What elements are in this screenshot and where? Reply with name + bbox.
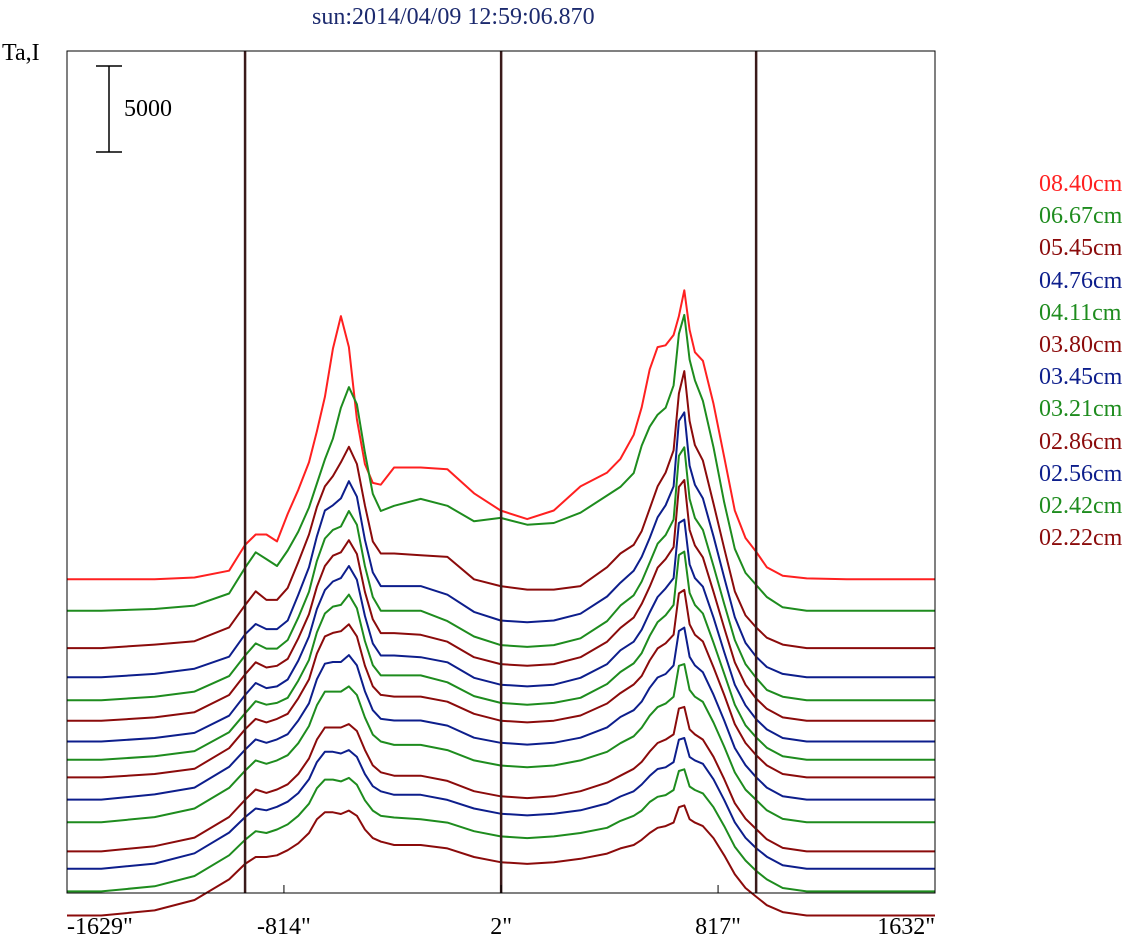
legend-item: 02.22cm bbox=[1039, 525, 1123, 552]
legend: 08.40cm 06.67cm 05.45cm 04.76cm 04.11cm 03.80… bbox=[1039, 168, 1122, 554]
chart-title: sun:2014/04/09 12:59:06.870 bbox=[312, 4, 595, 30]
legend-item: 04.11cm bbox=[1039, 299, 1122, 326]
profile-trace-06.67cm bbox=[67, 313, 935, 612]
x-tick-label: 1632" bbox=[877, 914, 935, 940]
profile-trace-03.21cm bbox=[67, 550, 935, 761]
x-tick-label: 2" bbox=[490, 914, 512, 940]
reference-lines bbox=[243, 51, 758, 893]
profile-trace-08.40cm bbox=[67, 289, 935, 581]
profile-trace-03.80cm bbox=[67, 479, 935, 722]
profile-trace-02.22cm bbox=[67, 705, 935, 853]
profile-traces bbox=[67, 289, 935, 917]
profile-trace-03.45cm bbox=[67, 518, 935, 743]
legend-item: 06.67cm bbox=[1039, 203, 1123, 230]
legend-item: 02.86cm bbox=[1039, 428, 1123, 455]
profile-trace-02.86cm bbox=[67, 588, 935, 779]
scale-bar: 5000 bbox=[96, 65, 172, 153]
legend-item: 02.56cm bbox=[1039, 460, 1123, 487]
y-axis-label: Ta,I bbox=[2, 40, 40, 66]
profile-trace-05.45cm bbox=[67, 370, 935, 650]
profile-trace-02.56cm bbox=[67, 626, 935, 801]
profile-trace-04.76cm bbox=[67, 411, 935, 679]
profile-trace-02.42cm bbox=[67, 663, 935, 824]
x-axis-ticks: -1629" -814" 2" 817" 1632" bbox=[66, 885, 936, 940]
x-tick-label: -814" bbox=[257, 914, 311, 940]
profile-trace-series-13 bbox=[67, 737, 935, 870]
profile-trace-04.11cm bbox=[67, 446, 935, 702]
legend-item: 08.40cm bbox=[1039, 171, 1123, 197]
legend-item: 03.45cm bbox=[1039, 364, 1123, 391]
legend-item: 04.76cm bbox=[1039, 267, 1123, 294]
x-tick-label: -1629" bbox=[67, 914, 133, 940]
scale-bar-label: 5000 bbox=[124, 96, 172, 122]
profile-trace-series-15 bbox=[67, 804, 935, 917]
legend-item: 03.21cm bbox=[1039, 396, 1123, 423]
x-tick-label: 817" bbox=[695, 914, 741, 940]
profile-trace-series-14 bbox=[67, 768, 935, 893]
legend-item: 03.80cm bbox=[1039, 332, 1123, 359]
legend-item: 05.45cm bbox=[1039, 235, 1123, 262]
legend-item: 02.42cm bbox=[1039, 493, 1123, 520]
